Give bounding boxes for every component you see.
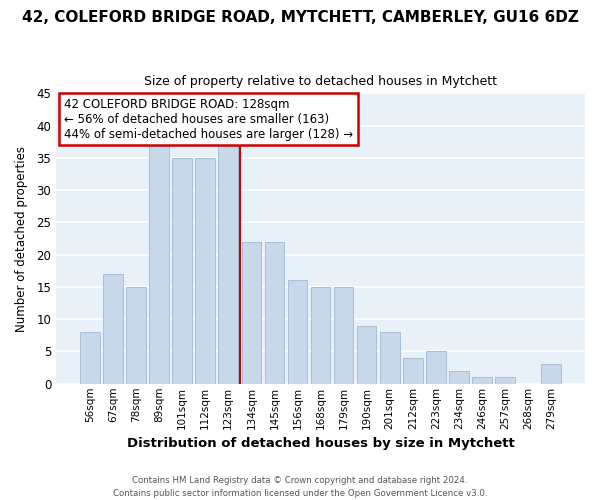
Bar xyxy=(495,378,515,384)
Bar xyxy=(80,332,100,384)
Bar xyxy=(242,242,261,384)
Bar xyxy=(449,371,469,384)
Bar xyxy=(380,332,400,384)
Bar xyxy=(149,145,169,384)
X-axis label: Distribution of detached houses by size in Mytchett: Distribution of detached houses by size … xyxy=(127,437,514,450)
Bar xyxy=(334,287,353,384)
Text: 42 COLEFORD BRIDGE ROAD: 128sqm
← 56% of detached houses are smaller (163)
44% o: 42 COLEFORD BRIDGE ROAD: 128sqm ← 56% of… xyxy=(64,98,353,140)
Bar xyxy=(218,145,238,384)
Text: Contains HM Land Registry data © Crown copyright and database right 2024.
Contai: Contains HM Land Registry data © Crown c… xyxy=(113,476,487,498)
Text: 42, COLEFORD BRIDGE ROAD, MYTCHETT, CAMBERLEY, GU16 6DZ: 42, COLEFORD BRIDGE ROAD, MYTCHETT, CAMB… xyxy=(22,10,578,25)
Y-axis label: Number of detached properties: Number of detached properties xyxy=(15,146,28,332)
Bar xyxy=(196,158,215,384)
Bar xyxy=(311,287,331,384)
Bar xyxy=(541,364,561,384)
Bar xyxy=(126,287,146,384)
Title: Size of property relative to detached houses in Mytchett: Size of property relative to detached ho… xyxy=(144,75,497,88)
Bar xyxy=(265,242,284,384)
Bar xyxy=(172,158,192,384)
Bar xyxy=(426,352,446,384)
Bar xyxy=(103,274,123,384)
Bar xyxy=(403,358,422,384)
Bar xyxy=(287,280,307,384)
Bar xyxy=(357,326,376,384)
Bar xyxy=(472,378,492,384)
